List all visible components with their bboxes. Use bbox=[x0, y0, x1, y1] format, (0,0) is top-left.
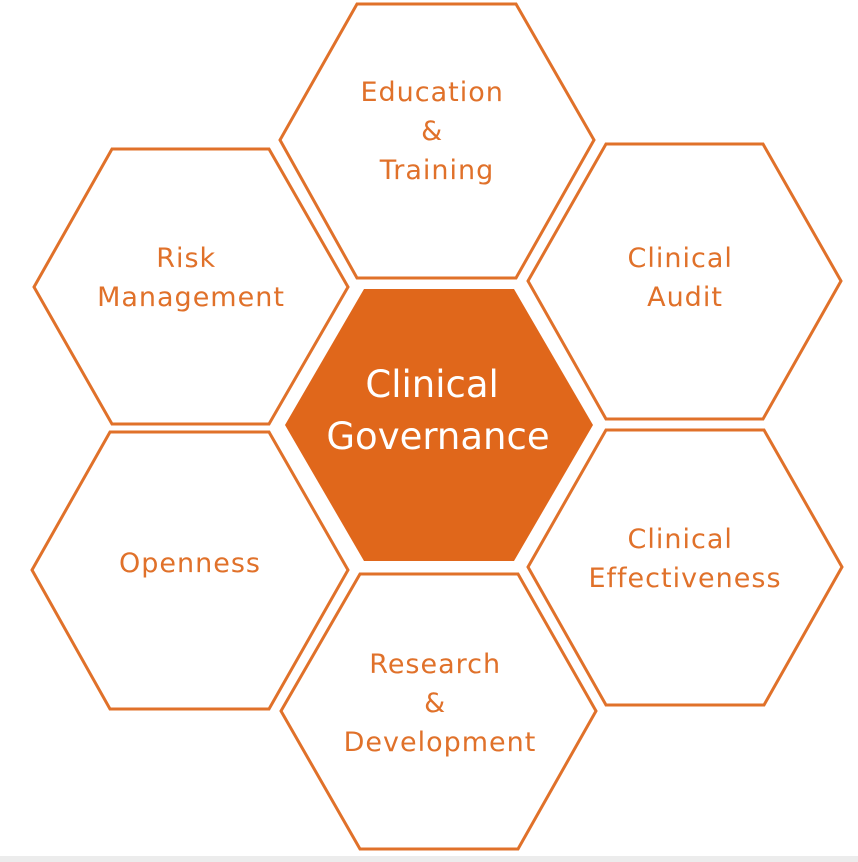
hex-clinical-effectiveness-shape bbox=[526, 428, 844, 707]
hex-research-development-line-3: Development bbox=[344, 727, 537, 758]
hex-education-training-shape bbox=[278, 2, 596, 280]
hex-risk-management-line-1: Risk bbox=[156, 243, 216, 274]
hex-openness: Openness bbox=[30, 430, 350, 711]
hex-clinical-governance-shape bbox=[285, 289, 593, 561]
hex-education-training-line-3: Training bbox=[379, 155, 495, 186]
hex-clinical-governance-label: Clinical Governance bbox=[326, 363, 549, 458]
hex-clinical-audit-label: Clinical Audit bbox=[628, 243, 743, 313]
hex-research-development-label: Research & Development bbox=[344, 649, 537, 758]
hex-clinical-effectiveness-line-2: Effectiveness bbox=[588, 563, 781, 594]
hex-education-training-line-1: Education bbox=[360, 77, 503, 108]
hex-education-training: Education & Training bbox=[278, 2, 596, 280]
bottom-divider bbox=[0, 856, 858, 862]
hex-clinical-audit-shape bbox=[526, 142, 843, 421]
hex-openness-label: Openness bbox=[119, 548, 261, 579]
hex-risk-management-line-2: Management bbox=[97, 282, 285, 313]
hex-openness-line-1: Openness bbox=[119, 548, 261, 579]
hex-clinical-governance: Clinical Governance bbox=[285, 289, 593, 561]
hex-clinical-audit-line-1: Clinical bbox=[628, 243, 733, 274]
hex-research-development-line-2: & bbox=[424, 688, 446, 719]
hex-clinical-audit-line-2: Audit bbox=[647, 282, 723, 313]
hex-education-training-label: Education & Training bbox=[360, 77, 513, 186]
hex-risk-management-label: Risk Management bbox=[97, 243, 285, 313]
hex-risk-management: Risk Management bbox=[32, 147, 350, 426]
hex-openness-shape bbox=[30, 430, 350, 711]
hex-research-development-shape bbox=[279, 572, 598, 851]
hex-clinical-governance-line-1: Clinical bbox=[365, 363, 498, 406]
hex-education-training-line-2: & bbox=[421, 116, 443, 147]
hex-clinical-effectiveness-line-1: Clinical bbox=[628, 524, 733, 555]
hex-risk-management-shape bbox=[32, 147, 350, 426]
hex-clinical-effectiveness-label: Clinical Effectiveness bbox=[588, 524, 781, 594]
hex-clinical-effectiveness: Clinical Effectiveness bbox=[526, 428, 844, 707]
hex-research-development-line-1: Research bbox=[369, 649, 501, 680]
hex-research-development: Research & Development bbox=[279, 572, 598, 851]
hex-clinical-audit: Clinical Audit bbox=[526, 142, 843, 421]
hex-clinical-governance-line-2: Governance bbox=[326, 415, 549, 458]
